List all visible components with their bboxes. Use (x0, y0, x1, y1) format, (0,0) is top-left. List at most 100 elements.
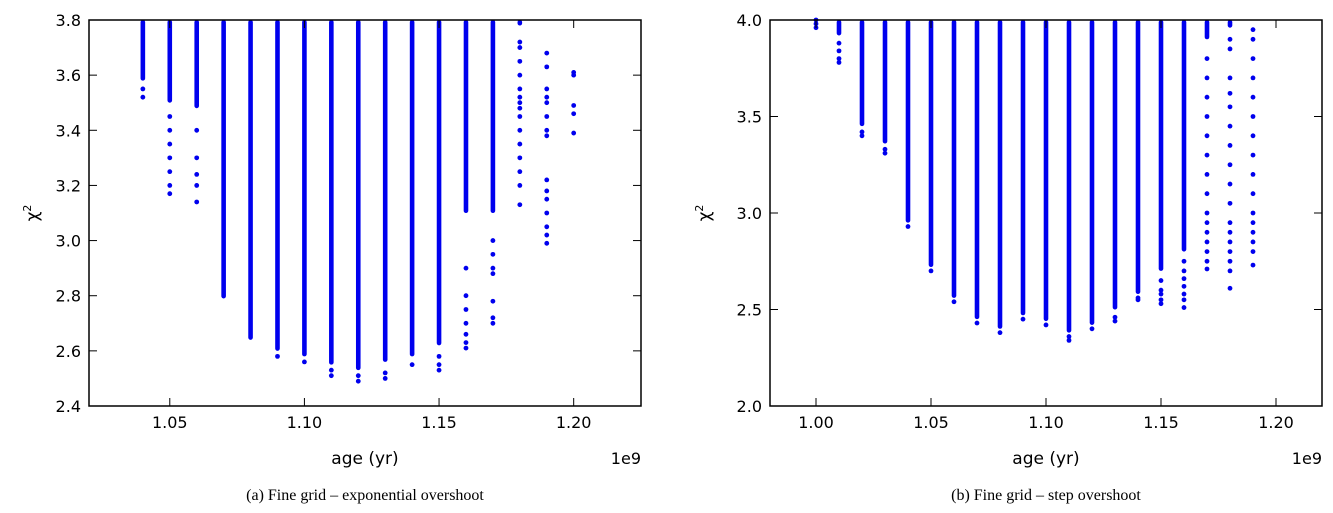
panel-b-point-19-6 (1250, 133, 1256, 139)
panel-b-point-19-8 (1250, 172, 1256, 177)
panel-a-point-1-5 (167, 183, 173, 188)
panel-a-point-9-0 (382, 370, 388, 376)
panel-a-point-2-3 (194, 183, 200, 188)
panel-b-point-18-10 (1227, 220, 1233, 226)
panel-b-point-16-2 (1181, 276, 1187, 282)
panel-b-point-17-5 (1204, 152, 1210, 158)
panel-b-point-18-15 (1227, 268, 1233, 274)
panel-a-point-11-0 (436, 353, 442, 359)
panel-b-point-17-3 (1204, 114, 1210, 119)
panel-b-point-1-0 (836, 40, 842, 46)
panel-b-point-18-13 (1227, 249, 1233, 255)
panel-a-point-15-8 (544, 177, 550, 183)
panel-a-point-8-1 (355, 378, 361, 384)
panel-a-point-6-0 (302, 359, 307, 365)
panel-b-point-17-0 (1204, 56, 1210, 61)
panel-b-ylabel: χ2 (693, 205, 715, 222)
panel-b: 1.00 1.05 1.10 1.15 1.20 2.0 2.5 3.0 3.5 4.0 age … (693, 11, 1323, 504)
panel-a-point-13-2 (490, 265, 496, 271)
panel-a-point-15-12 (544, 224, 550, 230)
panel-b-point-19-14 (1250, 249, 1256, 255)
panel-b-point-18-9 (1227, 200, 1233, 206)
panel-a-point-7-1 (328, 373, 334, 379)
panel-a-point-14-5 (517, 94, 523, 100)
panel-a-point-15-4 (544, 100, 550, 106)
panel-b-point-16-6 (1181, 305, 1187, 310)
panel-a-ylabel-chi: χ (23, 211, 43, 221)
panel-b-point-19-3 (1250, 75, 1256, 81)
panel-b-point-3-1 (882, 150, 888, 156)
panel-b-column-8 (997, 20, 1003, 329)
panel-a-point-12-0 (463, 265, 469, 271)
panel-a-point-1-0 (167, 114, 173, 119)
panel-a-xlabel: age (yr) (331, 449, 398, 469)
panel-b-point-19-11 (1250, 220, 1256, 226)
panel-b-point-19-0 (1250, 27, 1256, 33)
panel-a-point-14-2 (517, 58, 523, 64)
panel-a-point-13-5 (490, 315, 496, 321)
panel-b-point-17-12 (1204, 249, 1210, 255)
panel-b-ytick-label-3: 3.5 (737, 108, 762, 127)
panel-b-point-19-13 (1250, 239, 1256, 245)
panel-a-ytick-label-7: 3.8 (56, 11, 81, 30)
panel-a-point-12-1 (463, 293, 469, 299)
panel-a-point-12-4 (463, 331, 469, 337)
panel-b-point-17-14 (1204, 266, 1210, 272)
panel-a-point-2-4 (194, 199, 200, 205)
panel-b-column-14 (1135, 20, 1141, 295)
panel-a-x-offset: 1e9 (611, 449, 641, 468)
panel-a-point-2-1 (194, 155, 200, 161)
panel-b-column-5 (928, 20, 934, 268)
panel-b-point-13-0 (1112, 314, 1118, 320)
panel-b-column-16 (1181, 20, 1187, 252)
panel-a-point-14-13 (517, 183, 523, 188)
panel-b-column-4 (905, 20, 911, 223)
panel-a-point-16-4 (571, 130, 577, 136)
panel-a-point-10-0 (409, 362, 415, 368)
panel-a-point-15-6 (544, 127, 550, 133)
panel-b-point-19-4 (1250, 94, 1256, 100)
panel-a-point-14-7 (517, 105, 523, 111)
panel-a-point-15-7 (544, 133, 550, 139)
panel-b-ylabel-chi: χ (695, 211, 715, 221)
panel-a-point-1-2 (167, 141, 173, 147)
panel-b-caption: (b) Fine grid – step overshoot (951, 487, 1141, 504)
panel-b-point-17-2 (1204, 94, 1210, 100)
panel-a-point-13-6 (490, 320, 496, 326)
panel-a-point-14-9 (517, 127, 523, 133)
panel-a-point-12-2 (463, 307, 469, 312)
panel-a-point-11-2 (436, 367, 442, 373)
panel-b-point-19-1 (1250, 36, 1256, 42)
panel-b-point-7-0 (974, 320, 980, 326)
panel-a-column-1 (167, 20, 173, 103)
panel-b-point-1-1 (836, 48, 842, 54)
panel-a-point-14-11 (517, 155, 523, 161)
panel-a-ytick-label-4: 3.2 (56, 176, 81, 195)
panel-b-point-15-2 (1158, 291, 1164, 297)
panel-a-column-11 (436, 20, 442, 346)
panel-b-point-19-15 (1250, 262, 1256, 268)
panel-b-point-18-2 (1227, 75, 1233, 81)
panel-b-point-16-4 (1181, 291, 1187, 297)
panel-b-xtick-label-4: 1.20 (1258, 413, 1294, 432)
panel-b-point-15-1 (1158, 287, 1164, 293)
panel-a-point-15-9 (544, 188, 550, 194)
panel-b-column-17 (1204, 20, 1210, 40)
panel-a-point-12-3 (463, 320, 469, 326)
panel-a-column-8 (355, 20, 361, 371)
panel-b-point-12-0 (1089, 326, 1095, 332)
panel-a-point-0-0 (140, 86, 146, 92)
panel-b-column-1 (836, 20, 842, 36)
panel-b-point-5-0 (928, 268, 934, 274)
panel-b-xlabel: age (yr) (1012, 449, 1079, 469)
panel-a-point-13-4 (490, 298, 496, 304)
panel-a-ytick-label-2: 2.8 (56, 287, 81, 306)
panel-a-point-14-0 (517, 39, 523, 45)
panel-b-point-19-12 (1250, 229, 1256, 235)
panel-b-point-11-1 (1066, 337, 1072, 343)
panel-a-points (140, 20, 577, 384)
panel-a-point-15-2 (544, 86, 550, 92)
panel-a-column-12 (463, 20, 469, 213)
panel-a-point-1-3 (167, 155, 173, 161)
